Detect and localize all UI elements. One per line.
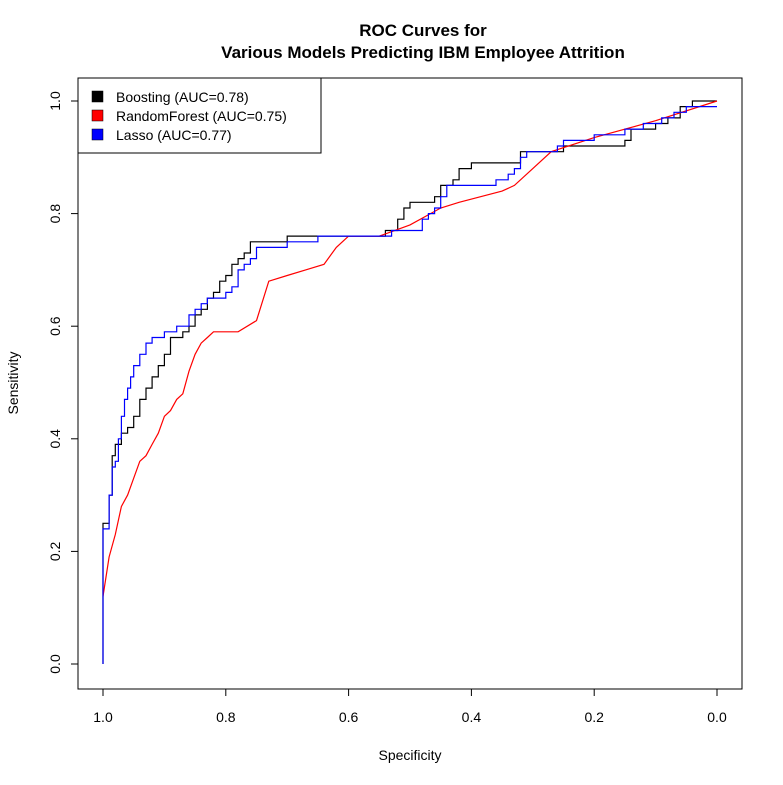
legend-label: RandomForest (AUC=0.75) (116, 108, 287, 124)
legend-label: Boosting (AUC=0.78) (116, 89, 249, 105)
legend-box (77, 77, 322, 154)
legend-swatch (91, 90, 104, 103)
y-tick-label: 1.0 (47, 91, 63, 111)
x-tick-label: 1.0 (93, 709, 113, 725)
series-line-1 (102, 100, 717, 664)
y-axis: 0.0 0.2 0.4 0.6 0.8 1.0 (47, 91, 79, 674)
x-tick-label: 0.4 (462, 709, 482, 725)
legend-swatch (91, 109, 104, 122)
y-tick-label: 0.8 (47, 204, 63, 224)
legend-swatch (91, 128, 104, 141)
x-axis-label: Specificity (378, 747, 441, 763)
x-tick-label: 0.0 (707, 709, 727, 725)
x-axis: 1.0 0.8 0.6 0.4 0.2 0.0 (93, 688, 727, 725)
legend-label: Lasso (AUC=0.77) (116, 127, 232, 143)
y-tick-label: 0.4 (47, 429, 63, 449)
y-axis-label: Sensitivity (5, 351, 21, 414)
x-tick-label: 0.2 (584, 709, 604, 725)
legend: Boosting (AUC=0.78) RandomForest (AUC=0.7… (77, 77, 322, 154)
y-tick-label: 0.2 (47, 541, 63, 561)
series-line-3 (102, 106, 717, 664)
chart-subtitle: Various Models Predicting IBM Employee A… (221, 43, 625, 62)
y-tick-label: 0.0 (47, 654, 63, 674)
x-tick-label: 0.8 (216, 709, 236, 725)
chart-title: ROC Curves for (359, 21, 487, 40)
y-tick-label: 0.6 (47, 316, 63, 336)
series-line-2 (102, 100, 718, 597)
plot-area (102, 100, 718, 664)
x-tick-label: 0.6 (339, 709, 359, 725)
